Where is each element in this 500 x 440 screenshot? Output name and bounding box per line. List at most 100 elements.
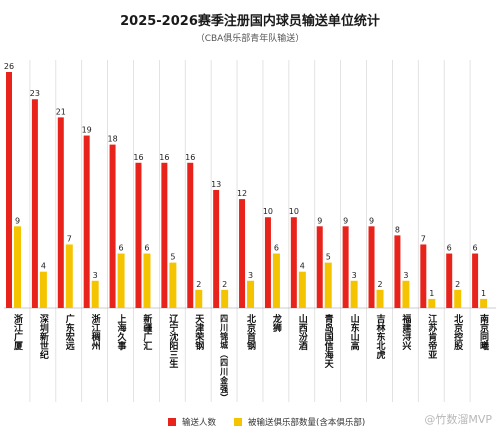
data-label-series1: 10 (263, 207, 273, 216)
bar-series2 (272, 253, 280, 308)
legend-swatch-series2 (234, 418, 243, 426)
data-label-series2: 7 (67, 234, 72, 243)
data-label-series2: 5 (326, 253, 331, 262)
bar-series1 (57, 117, 64, 308)
data-label-series2: 3 (248, 271, 253, 280)
data-label-series2: 4 (300, 262, 305, 271)
data-label-series1: 10 (289, 207, 299, 216)
bar-series2 (117, 253, 125, 308)
bar-series1 (472, 253, 479, 308)
data-label-series2: 1 (429, 289, 434, 298)
data-label-series1: 8 (395, 225, 400, 234)
bar-series1 (161, 162, 168, 308)
bar-series1 (420, 244, 427, 308)
bar-series1 (83, 135, 90, 308)
bar-series1 (342, 226, 349, 308)
bar-series2 (428, 298, 436, 308)
data-label-series1: 19 (82, 126, 92, 135)
bar-series2 (480, 298, 488, 308)
legend-swatch-series1 (168, 418, 176, 426)
data-label-series1: 16 (133, 153, 143, 162)
bar-series2 (376, 289, 384, 308)
data-label-series1: 21 (56, 107, 66, 116)
category-label: 上海久事 (116, 313, 127, 351)
bar-series1 (6, 72, 12, 308)
data-label-series1: 9 (369, 216, 374, 225)
data-label-series2: 2 (377, 280, 382, 289)
data-label-series1: 12 (237, 189, 247, 198)
bar-series1 (135, 162, 142, 308)
category-label: 山东山高 (349, 313, 360, 351)
data-label-series1: 18 (107, 135, 117, 144)
bar-series2 (91, 280, 99, 308)
legend-label-series2: 被输送俱乐部数量(含本俱乐部) (248, 418, 366, 428)
bar-series1 (31, 99, 38, 308)
data-label-series1: 9 (343, 216, 348, 225)
bar-series1 (446, 253, 453, 308)
bar-series2 (195, 289, 203, 308)
bar-series1 (109, 144, 116, 308)
data-label-series2: 3 (93, 271, 98, 280)
data-label-series2: 6 (144, 244, 149, 253)
category-label: 新疆广汇 (141, 313, 152, 351)
data-label-series2: 6 (119, 244, 124, 253)
bar-series1 (213, 190, 220, 308)
bar-series1 (394, 235, 401, 308)
category-label: 青岛国信海天 (323, 313, 334, 369)
category-label: 四川锦城（四川金强） (219, 314, 229, 402)
bar-series2 (402, 280, 410, 308)
data-label-series2: 2 (196, 280, 201, 289)
category-label: 南京同曦 (478, 313, 489, 351)
bar-series2 (350, 280, 358, 308)
category-label: 深圳新世纪 (38, 313, 49, 360)
data-label-series1: 16 (185, 153, 195, 162)
data-label-series2: 3 (352, 271, 357, 280)
bar-series2 (298, 271, 306, 308)
bar-series2 (454, 289, 462, 308)
data-label-series2: 2 (222, 280, 227, 289)
data-label-series2: 1 (481, 289, 486, 298)
data-label-series1: 26 (4, 62, 14, 71)
category-label: 广东宏远 (64, 313, 75, 351)
bar-series2 (14, 226, 21, 308)
category-label: 北京控股 (452, 313, 463, 351)
data-label-series2: 4 (41, 262, 46, 271)
category-label: 天津荣钢 (193, 314, 205, 351)
data-label-series1: 9 (317, 216, 322, 225)
category-label: 龙狮 (271, 313, 283, 333)
bar-series2 (247, 280, 255, 308)
category-label: 山西汾酒 (297, 313, 308, 351)
category-label: 浙江广厦 (12, 313, 23, 351)
legend-label-series1: 输送人数 (182, 418, 217, 428)
category-label: 福建浔兴 (400, 313, 412, 351)
bar-series1 (239, 199, 246, 308)
bar-series2 (143, 253, 151, 308)
chart-title: 2025-2026赛季注册国内球员输送单位统计 (120, 14, 380, 29)
bar-series2 (39, 271, 47, 308)
bar-series1 (368, 226, 375, 308)
data-label-series1: 23 (30, 89, 40, 98)
data-label-series2: 5 (170, 253, 175, 262)
bar-series1 (187, 162, 194, 308)
bar-series2 (324, 262, 332, 308)
bar-series2 (65, 244, 73, 308)
bar-series2 (169, 262, 177, 308)
category-label: 浙江稠州 (90, 313, 102, 351)
watermark: @竹数溜MVP (424, 413, 492, 426)
category-label: 北京首钢 (245, 313, 256, 351)
data-label-series2: 2 (455, 280, 460, 289)
bar-series1 (290, 217, 297, 308)
data-label-series2: 9 (15, 216, 20, 225)
data-label-series1: 16 (159, 153, 169, 162)
data-label-series2: 3 (403, 271, 408, 280)
category-label: 辽宁沈阳三生 (167, 313, 178, 368)
legend: 输送人数 被输送俱乐部数量(含本俱乐部) (168, 416, 365, 428)
data-label-series1: 13 (211, 180, 221, 189)
bar-series1 (316, 226, 323, 308)
data-label-series1: 6 (473, 244, 478, 253)
category-label: 吉林东北虎 (374, 313, 385, 360)
bar-series1 (264, 217, 271, 308)
data-label-series1: 7 (421, 234, 426, 243)
chart-subtitle: （CBA俱乐部青年队输送） (195, 34, 305, 44)
